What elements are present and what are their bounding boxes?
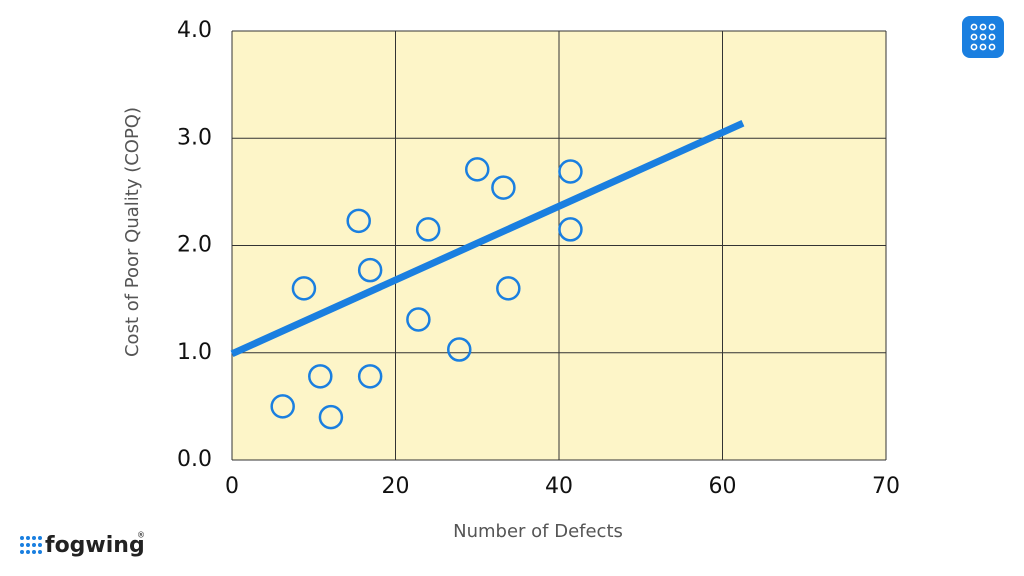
- brand-mark: ®: [137, 531, 145, 540]
- y-tick-label: 4.0: [177, 18, 212, 43]
- point: [346, 208, 371, 234]
- point: [415, 217, 441, 242]
- y-tick-label: 1.0: [177, 340, 212, 365]
- x-tick-label: 0: [225, 474, 239, 499]
- point: [291, 276, 317, 301]
- y-axis-title: Cost of Poor Quality (COPQ): [122, 107, 143, 357]
- x-axis-title: Number of Defects: [453, 521, 623, 542]
- y-tick-label: 0.0: [177, 447, 212, 472]
- point: [558, 217, 583, 242]
- point: [406, 307, 431, 332]
- x-tick-label: 60: [709, 474, 737, 499]
- x-tick-label: 70: [872, 474, 900, 499]
- point: [308, 364, 333, 389]
- point: [491, 175, 516, 200]
- point: [270, 394, 295, 419]
- point: [465, 157, 490, 182]
- point: [357, 364, 383, 389]
- brand-logo: fogwing ®: [20, 531, 145, 558]
- y-tick-label: 2.0: [177, 233, 212, 258]
- brand-name: fogwing: [45, 533, 145, 558]
- app-icon[interactable]: [962, 16, 1004, 58]
- point: [357, 257, 383, 283]
- x-tick-label: 20: [382, 474, 410, 499]
- point: [558, 159, 583, 184]
- point: [447, 337, 472, 362]
- point: [496, 276, 521, 301]
- trend-line: [230, 120, 745, 358]
- y-tick-label: 3.0: [177, 125, 212, 150]
- x-tick-label: 40: [545, 474, 573, 499]
- point: [318, 404, 344, 430]
